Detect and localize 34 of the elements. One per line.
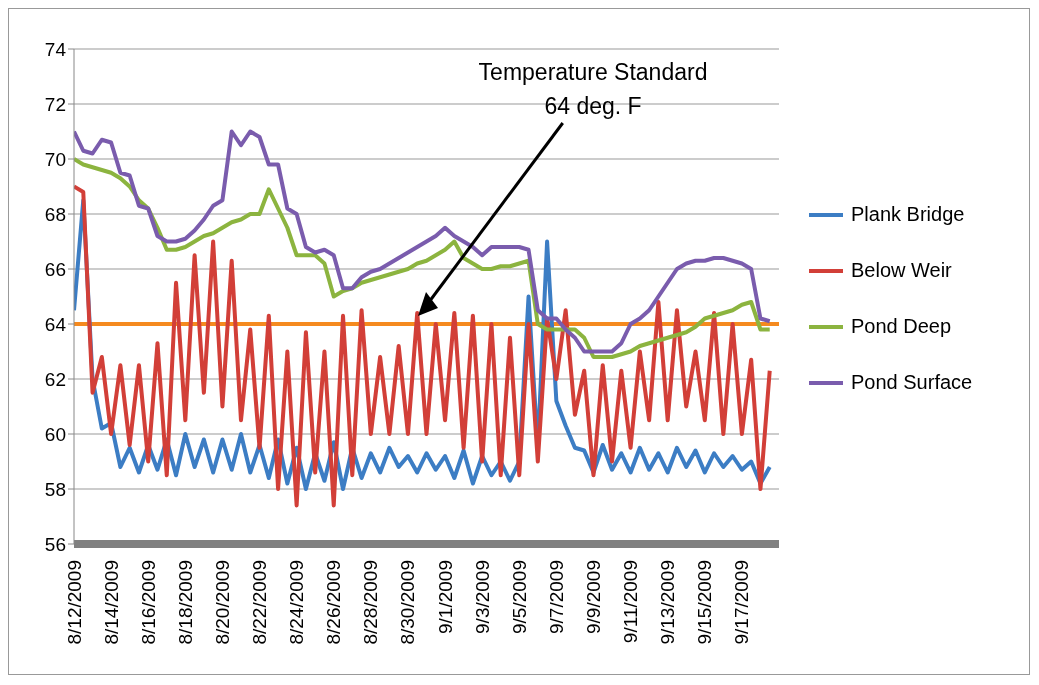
y-tick-label: 60 xyxy=(44,423,66,445)
y-tick-label: 70 xyxy=(44,148,66,170)
x-tick-label: 8/30/2009 xyxy=(397,560,419,645)
x-tick-label: 8/14/2009 xyxy=(100,560,122,645)
x-tick-label: 8/16/2009 xyxy=(137,560,159,645)
x-tick-label: 9/11/2009 xyxy=(620,560,642,644)
annotation: Temperature Standard 64 deg. F xyxy=(477,58,709,121)
x-tick-label: 8/22/2009 xyxy=(249,560,271,645)
legend-label: Below Weir xyxy=(851,259,952,282)
y-tick-label: 74 xyxy=(44,38,67,60)
y-tick-label: 56 xyxy=(44,533,66,555)
x-tick-label: 9/7/2009 xyxy=(545,560,567,634)
x-tick-label: 8/18/2009 xyxy=(174,560,196,645)
y-tick-label: 68 xyxy=(44,203,66,225)
x-tick-label: 9/5/2009 xyxy=(508,560,530,634)
x-tick-label: 9/17/2009 xyxy=(731,560,753,645)
x-tick-label: 8/28/2009 xyxy=(360,560,382,645)
y-tick-label: 62 xyxy=(44,368,66,390)
y-tick-label: 66 xyxy=(44,258,66,280)
x-tick-label: 9/13/2009 xyxy=(657,560,679,645)
x-tick-label: 9/9/2009 xyxy=(582,560,604,634)
x-tick-label: 8/24/2009 xyxy=(286,560,308,645)
y-tick-label: 58 xyxy=(44,478,66,500)
x-tick-label: 8/26/2009 xyxy=(323,560,345,645)
legend-label: Pond Surface xyxy=(851,371,973,394)
legend-label: Plank Bridge xyxy=(851,203,965,226)
x-tick-label: 9/3/2009 xyxy=(471,560,493,634)
legend-label: Pond Deep xyxy=(851,315,952,338)
x-tick-label: 8/20/2009 xyxy=(211,560,233,645)
x-tick-label: 9/15/2009 xyxy=(694,560,716,645)
x-tick-label: 8/12/2009 xyxy=(63,560,85,645)
y-tick-label: 72 xyxy=(44,93,66,115)
y-tick-label: 64 xyxy=(44,313,67,335)
x-tick-label: 9/1/2009 xyxy=(434,560,456,634)
